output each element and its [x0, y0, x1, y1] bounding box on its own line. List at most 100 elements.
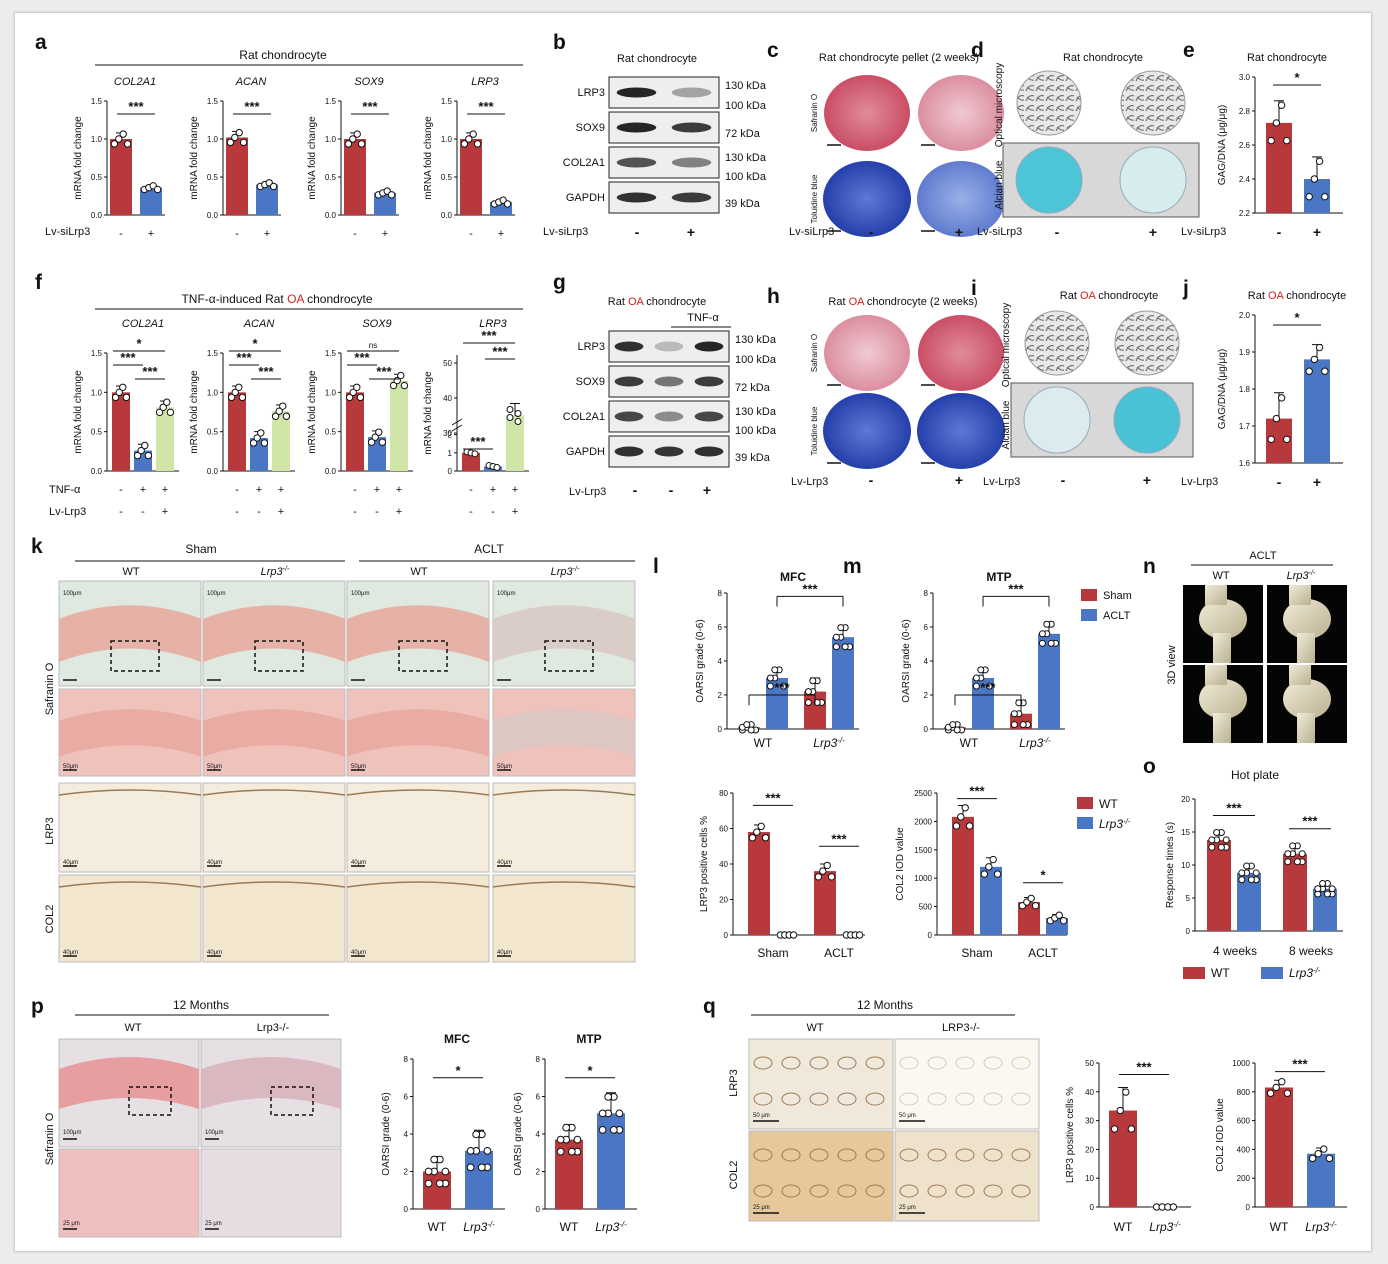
- pellet-image: [917, 161, 1005, 237]
- y-tick-label: 8: [536, 1055, 541, 1064]
- histology-image: 40μm: [492, 874, 636, 963]
- panel-p-chart-MTP: 0 2 4 6 8 OARSI grade (0-6) *: [513, 1055, 637, 1214]
- kda-label: 100 kDa: [725, 171, 767, 183]
- scale-label: 100μm: [63, 1130, 81, 1136]
- y-tick-label: 60: [719, 825, 728, 834]
- y-tick-label: 1: [448, 449, 453, 458]
- y-tick-label: 1.9: [1239, 348, 1251, 357]
- histology-bg: [58, 874, 202, 963]
- row-label: Toluidine blue: [810, 406, 819, 455]
- bar: [110, 139, 132, 215]
- bar: [390, 380, 408, 471]
- data-point: [598, 1109, 607, 1118]
- histology-image: 100μm: [492, 580, 636, 687]
- y-tick-label: 8: [404, 1055, 409, 1064]
- panel-letter-h: h: [767, 285, 780, 308]
- zoom-box: [270, 1086, 314, 1116]
- x-label: Sham: [961, 946, 992, 960]
- significance-label: ***: [244, 99, 260, 114]
- kda-label: 130 kDa: [735, 406, 777, 418]
- x-label: 4 weeks: [1213, 944, 1257, 958]
- data-point: [1283, 1089, 1292, 1097]
- data-point: [1315, 343, 1324, 352]
- sign: +: [374, 484, 380, 496]
- y-tick-label: 0: [404, 1205, 409, 1214]
- y-tick-label: 1.5: [325, 349, 337, 358]
- figure-panel: a b c d e f g h i j k l m n o p q Rat chondrocyte COL2A1 0.…: [14, 12, 1372, 1252]
- alcian-dish: [1113, 386, 1181, 454]
- y-tick-label: 2: [718, 691, 723, 700]
- cell: [1011, 1184, 1031, 1198]
- data-point: [435, 1179, 444, 1188]
- y-axis-label: mRNA fold change: [307, 116, 318, 200]
- treat-label: Lv-Lrp3: [569, 486, 606, 498]
- histology-bg: [346, 782, 490, 873]
- cartilage-surface: [58, 789, 202, 796]
- y-tick-label: 1.5: [325, 97, 337, 106]
- y-tick-label: 1.0: [91, 135, 103, 144]
- data-point: [110, 140, 119, 148]
- panel-j-title: Rat OA chondrocyte: [1248, 290, 1346, 302]
- gene-label: LRP3: [471, 76, 499, 88]
- data-point: [235, 383, 243, 391]
- sign: +: [1149, 224, 1157, 240]
- chart-title: MTP: [576, 1032, 601, 1046]
- legend-label: Lrp3-/-: [1289, 966, 1321, 981]
- bar: [374, 192, 396, 215]
- data-point: [424, 1179, 433, 1188]
- data-point: [1320, 1145, 1328, 1153]
- chart-title: MTP: [986, 570, 1011, 584]
- cell: [955, 1184, 975, 1198]
- data-point: [1267, 435, 1275, 444]
- data-point: [249, 439, 258, 447]
- data-point: [375, 428, 383, 436]
- data-point: [133, 451, 142, 460]
- data-point: [814, 873, 823, 881]
- data-point: [514, 410, 522, 417]
- data-point: [1038, 630, 1046, 638]
- data-point: [957, 813, 965, 821]
- y-tick-label: 0.5: [91, 428, 103, 437]
- data-point: [604, 1092, 613, 1101]
- treat-label: Lv-siLrp3: [1181, 226, 1226, 238]
- cartilage-stain: [493, 709, 635, 757]
- panel-e-title: Rat chondrocyte: [1247, 52, 1327, 64]
- y-tick-label: 1.0: [325, 388, 337, 397]
- y-axis-label: GAG/DNA (μg/μg): [1217, 349, 1228, 429]
- row-label: COL2: [728, 1161, 740, 1190]
- data-point: [231, 388, 239, 397]
- panel-d-dishes: [1002, 70, 1200, 218]
- y-tick-label: 0: [924, 725, 929, 734]
- treat-label: Lv-Lrp3: [49, 506, 86, 518]
- sign: -: [469, 506, 473, 518]
- cell: [753, 1184, 773, 1198]
- cell: [809, 1092, 829, 1106]
- significance-label: *: [252, 336, 258, 351]
- data-point: [1019, 721, 1027, 729]
- data-point: [466, 1163, 475, 1172]
- bar: [952, 816, 974, 935]
- bone: [1289, 585, 1311, 605]
- data-point: [1283, 136, 1291, 145]
- bar: [1265, 1087, 1293, 1207]
- y-tick-label: 4: [536, 1130, 541, 1139]
- axis-break: [451, 418, 463, 426]
- row-label: Alcian blue: [1001, 400, 1012, 449]
- y-tick-label: 6: [924, 623, 929, 632]
- cell: [809, 1056, 829, 1070]
- panel-a-title: Rat chondrocyte: [239, 48, 327, 62]
- data-point: [471, 450, 479, 458]
- sign: +: [264, 228, 270, 240]
- histology-image: 100μm: [200, 1038, 342, 1148]
- cartilage-surface: [202, 789, 346, 796]
- bone: [1213, 633, 1231, 663]
- panel-i-title: Rat OA chondrocyte: [1060, 290, 1158, 302]
- data-point: [357, 140, 366, 148]
- cartilage-stain: [203, 605, 345, 662]
- y-tick-label: 1.5: [441, 97, 453, 106]
- treat-label: Lv-siLrp3: [977, 226, 1022, 238]
- bar: [423, 1171, 451, 1209]
- genotype-label: WT: [122, 566, 139, 578]
- cell: [781, 1056, 801, 1070]
- y-tick-label: 0: [536, 1205, 541, 1214]
